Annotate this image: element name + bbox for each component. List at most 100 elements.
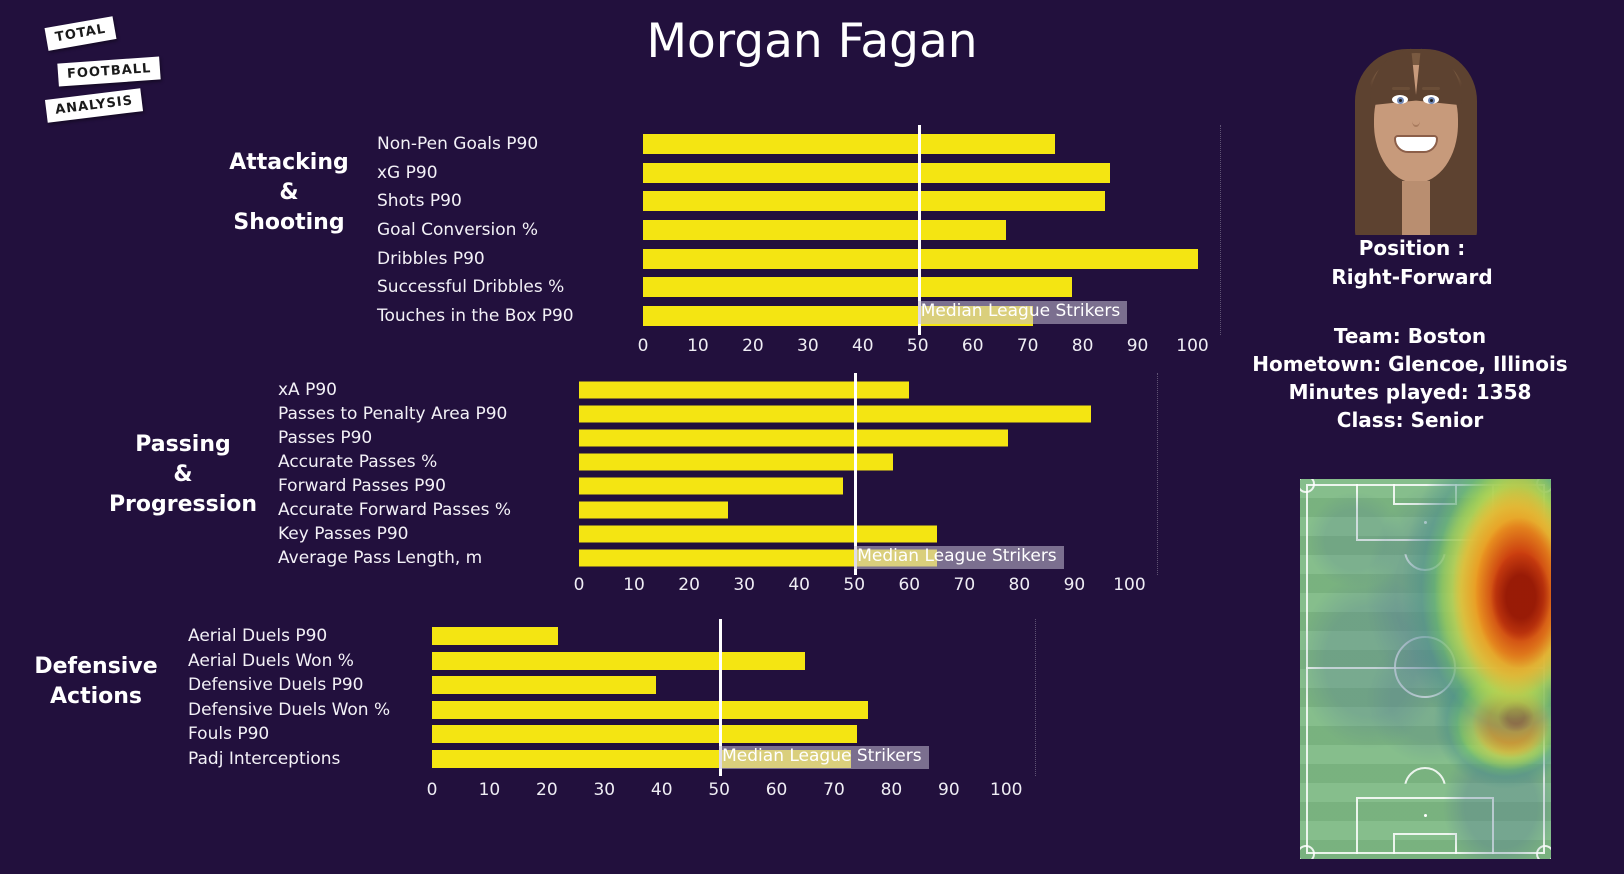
value-bar [579,405,1091,423]
bar-track [643,130,1237,159]
bar-track [579,450,1178,474]
plot-right-spine [1035,619,1036,776]
axis-tick: 40 [788,575,811,595]
axis-tick: 70 [1016,336,1039,356]
chart-row: Accurate Passes % [278,450,1178,474]
bar-track [643,244,1237,273]
value-bar [579,453,893,471]
chart-row: Fouls P90 [188,722,1068,747]
photo-smile [1394,135,1438,153]
value-bar [432,700,869,719]
axis-tick: 60 [961,336,984,356]
axis-tick: 90 [1063,575,1086,595]
chart-row: Goal Conversion % [377,216,1237,245]
axis-tick: 80 [1008,575,1031,595]
category-label: Aerial Duels P90 [188,626,328,647]
bar-track [579,546,1178,570]
section-label-line: Shooting [233,210,345,235]
median-label: Median League Strikers [854,546,1064,569]
section-label-line: & [173,462,193,487]
axis-tick: 100 [1113,575,1146,595]
value-bar [579,429,1009,447]
section-label-attacking-shooting: Attacking & Shooting [204,148,374,238]
category-label: Non-Pen Goals P90 [377,134,539,155]
value-bar [643,220,1006,241]
bar-track [643,159,1237,188]
chart-row: Passes P90 [278,426,1178,450]
value-bar [579,501,728,519]
chart-row: Key Passes P90 [278,522,1178,546]
category-label: Forward Passes P90 [278,476,446,496]
photo-nose [1412,115,1420,127]
chart-row: Passes to Penalty Area P90 [278,402,1178,426]
bar-track [432,624,1068,649]
axis-tick: 50 [708,780,730,800]
bar-track [579,474,1178,498]
category-label: Accurate Passes % [278,452,438,472]
axis-tick: 0 [573,575,585,595]
axis-tick: 0 [426,780,438,800]
chart-row: Defensive Duels P90 [188,673,1068,698]
axis-tick: 60 [765,780,788,800]
value-bar [579,549,937,567]
chart-row: Aerial Duels P90 [188,624,1068,649]
player-team: Team: Boston [1333,324,1487,348]
category-label: xG P90 [377,162,438,183]
category-label: xA P90 [278,380,337,400]
value-bar [643,134,1056,155]
category-label: Defensive Duels Won % [188,699,391,720]
value-bar [579,525,937,543]
chart-row: Shots P90 [377,187,1237,216]
axis-tick: 50 [843,575,866,595]
bar-track [579,402,1178,426]
axis-tick: 20 [678,575,700,595]
value-bar [432,651,806,670]
axis-tick: 20 [536,780,558,800]
section-label-line: Defensive [34,654,158,679]
chart-row: Aerial Duels Won % [188,649,1068,674]
x-axis: 0 10 20 30 40 50 60 70 80 90 100 [574,575,1157,597]
category-label: Goal Conversion % [377,220,538,241]
axis-tick: 90 [938,780,960,800]
chart-row: Padj Interceptions [188,747,1068,772]
photo-eye-right [1423,95,1439,104]
median-line [854,373,858,575]
chart-row: Successful Dribbles % [377,273,1237,302]
value-bar [643,277,1072,298]
chart-row: Accurate Forward Passes % [278,498,1178,522]
category-label: Average Pass Length, m [278,548,483,568]
section-label-line: Passing [135,432,231,457]
heatmap-pitch [1300,479,1551,859]
axis-tick: 90 [1126,336,1149,356]
bar-track [579,498,1178,522]
photo-brow-right [1422,87,1440,90]
value-bar [643,191,1105,212]
player-class: Class: Senior [1336,408,1484,432]
section-label-passing-progression: Passing & Progression [98,430,268,520]
plot-right-spine [1157,373,1158,575]
median-label: Median League Strikers [917,301,1128,324]
bar-track [432,673,1068,698]
axis-tick: 10 [623,575,645,595]
heatmap-layer [1300,479,1551,859]
chart-row: Dribbles P90 [377,244,1237,273]
player-info: Team: Boston Hometown: Glencoe, Illinois… [1210,322,1610,434]
logo-box-analysis: Analysis [44,88,144,123]
axis-tick: 30 [733,575,755,595]
category-label: Defensive Duels P90 [188,675,364,696]
axis-tick: 80 [880,780,903,800]
logo-box-total: Total [44,16,117,51]
chart-row: Defensive Duels Won % [188,698,1068,723]
player-hometown: Hometown: Glencoe, Illinois [1252,352,1568,376]
bar-track [579,522,1178,546]
section-label-line: & [279,180,299,205]
logo-box-football: Football [57,56,162,87]
axis-tick: 0 [637,336,649,356]
axis-tick: 80 [1071,336,1094,356]
axis-tick: 50 [906,336,929,356]
attacking-shooting-chart: Non-Pen Goals P90 xG P90 Shots P90 Goal Con… [377,125,1237,365]
axis-tick: 10 [687,336,709,356]
tfa-logo: Total Football Analysis [30,12,190,142]
player-minutes: Minutes played: 1358 [1288,380,1532,404]
